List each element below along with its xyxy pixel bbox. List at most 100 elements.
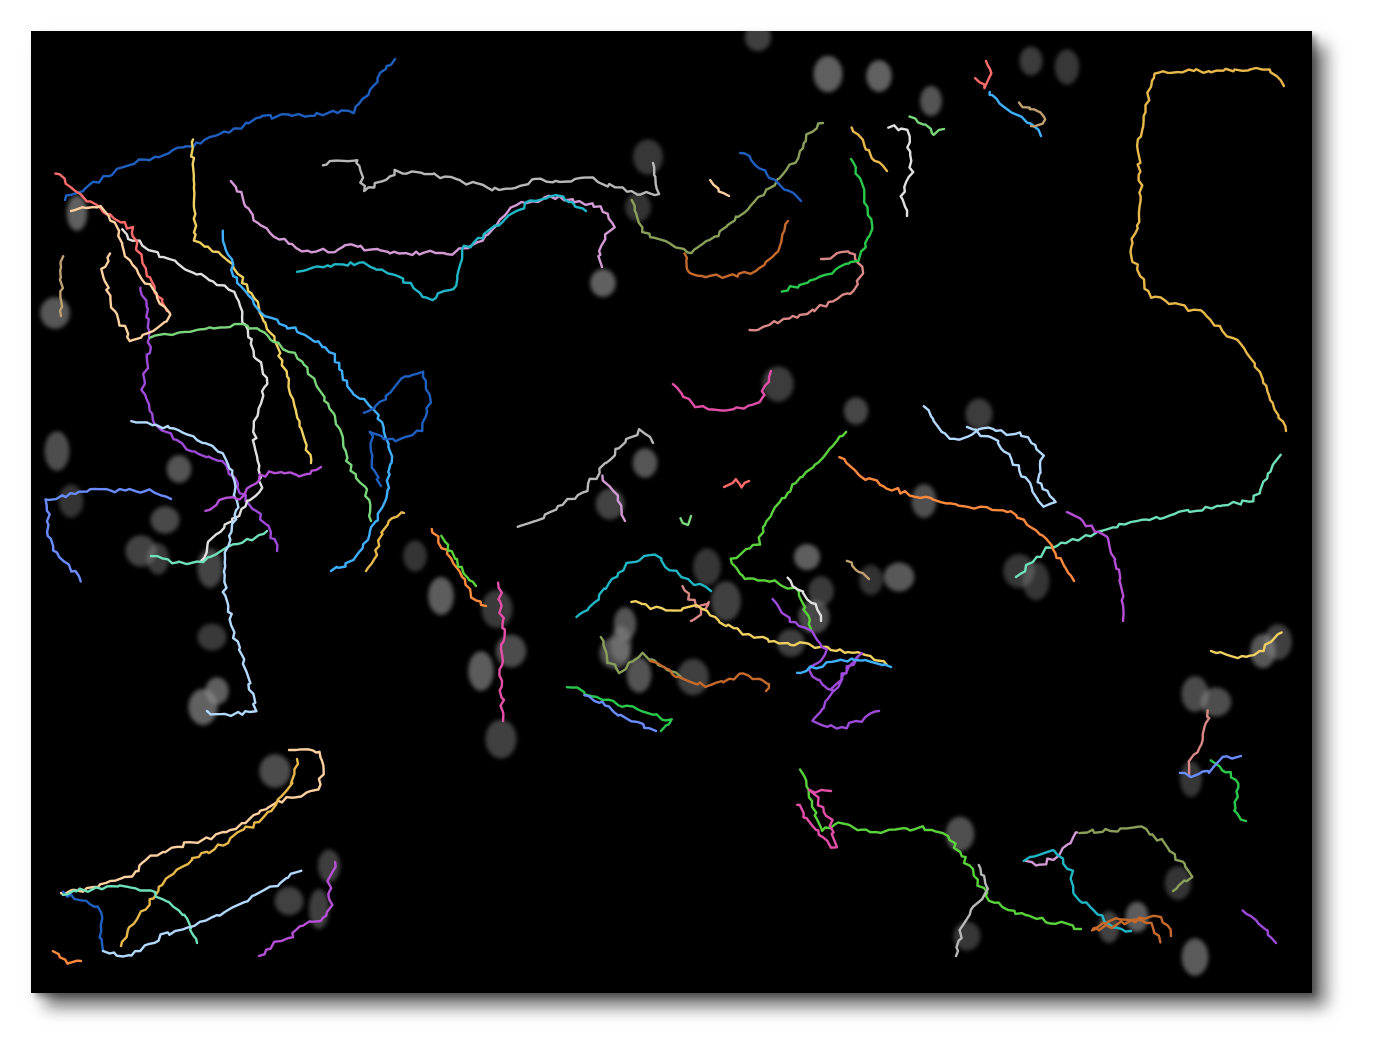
cell-nucleus [44, 431, 70, 471]
cell-nucleus [859, 564, 883, 596]
cell-track [748, 250, 865, 332]
cell-nucleus [677, 658, 709, 696]
cell-nucleus [590, 269, 616, 297]
cell-nucleus [146, 543, 170, 575]
cell-track [1017, 101, 1047, 128]
cell-nucleus [1019, 46, 1043, 76]
cell-track [1241, 909, 1278, 945]
cell-track [221, 229, 394, 573]
cell-track [139, 286, 279, 553]
cell-nucleus [1054, 49, 1080, 85]
cell-nucleus [808, 576, 834, 606]
cell-track [44, 487, 173, 583]
cell-track [988, 90, 1043, 138]
cell-track [54, 172, 169, 313]
cell-track [575, 553, 713, 619]
cell-track [630, 121, 825, 255]
cell-nucleus [481, 589, 513, 629]
cell-nucleus [626, 657, 652, 693]
cell-track [59, 748, 325, 896]
cell-track [838, 455, 1076, 583]
cell-nucleus [308, 889, 330, 929]
cell-nucleus [428, 577, 454, 615]
cell-nucleus [866, 60, 892, 92]
cell-track [565, 686, 673, 733]
cell-track [430, 527, 488, 608]
cell-track [974, 59, 993, 90]
cell-nucleus [711, 581, 741, 621]
cell-track [922, 405, 1057, 508]
cell-nucleus [468, 651, 494, 691]
cell-nucleus [633, 139, 663, 175]
cell-track [204, 465, 323, 513]
cell-nucleus [693, 548, 721, 586]
cell-nucleus [166, 455, 192, 483]
cell-nucleus [317, 849, 341, 883]
cell-nucleus [58, 484, 84, 518]
cell-nucleus [197, 623, 227, 651]
cell-nucleus [1125, 901, 1149, 933]
cell-track [1187, 709, 1211, 778]
cell-track [51, 950, 83, 965]
cell-track [364, 511, 406, 573]
cell-track [1129, 66, 1288, 433]
cell-track [1209, 631, 1283, 660]
cell-nucleus [1180, 761, 1202, 797]
cell-track [780, 157, 874, 293]
cell-track [850, 126, 889, 173]
cell-nucleus [485, 719, 517, 759]
cell-nucleus [798, 600, 830, 634]
cell-nucleus [610, 625, 632, 663]
cell-track [189, 138, 313, 465]
cell-track [321, 159, 661, 197]
cell-track [908, 115, 946, 137]
cell-tracks-layer [44, 57, 1288, 965]
cell-track [1065, 510, 1125, 623]
cell-nucleus [920, 86, 942, 116]
cell-track [1024, 831, 1079, 867]
cell-nucleus [965, 398, 993, 430]
cell-track [1209, 759, 1248, 823]
cell-track [601, 474, 627, 523]
cell-track [671, 369, 773, 412]
cell-track [295, 194, 588, 302]
cell-track [796, 788, 839, 849]
cell-track [709, 178, 731, 198]
cell-nucleus [188, 688, 218, 726]
cell-nucleus [150, 506, 180, 534]
cell-track [739, 151, 803, 203]
cell-track [683, 219, 790, 279]
cell-nucleus [843, 397, 869, 425]
cell-track [1178, 754, 1243, 779]
cell-nuclei-layer [40, 31, 1292, 976]
cell-track [58, 255, 65, 318]
microscopy-image-panel [31, 31, 1312, 993]
cell-nucleus [274, 886, 304, 916]
cell-track [440, 534, 478, 588]
cell-track [954, 863, 990, 958]
cell-tracking-scene [40, 31, 1292, 976]
cell-nucleus [744, 31, 772, 52]
cell-nucleus [793, 543, 821, 571]
cell-track [61, 890, 105, 953]
cell-track [1014, 453, 1282, 579]
cell-track [845, 559, 871, 581]
cell-track [583, 694, 658, 733]
cell-track [798, 768, 1083, 931]
cell-track [771, 597, 881, 730]
cell-nucleus [403, 540, 427, 572]
cell-nucleus [777, 629, 805, 657]
cell-track [119, 757, 300, 948]
cell-track [1090, 914, 1173, 944]
cell-track [681, 584, 710, 623]
cell-track [149, 529, 269, 566]
cell-track [130, 419, 258, 718]
cell-track [229, 180, 616, 269]
cell-nucleus [1200, 687, 1232, 717]
cell-nucleus [66, 195, 88, 231]
cell-track [679, 514, 693, 527]
cell-nucleus [1164, 866, 1192, 900]
cell-track [786, 576, 823, 623]
cell-nucleus [197, 548, 223, 588]
cell-nucleus [911, 484, 937, 518]
